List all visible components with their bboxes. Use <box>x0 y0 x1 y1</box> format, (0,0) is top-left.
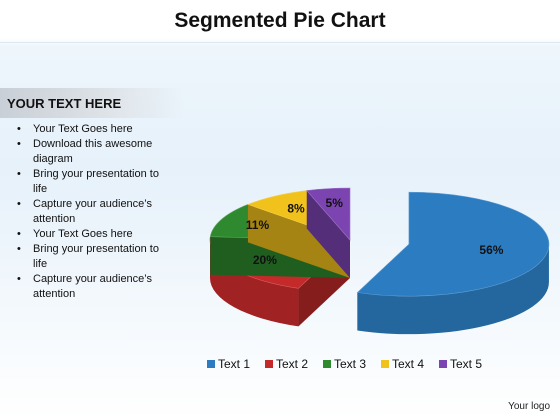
data-label-text-5: 5% <box>326 196 344 210</box>
legend-swatch <box>323 360 331 368</box>
data-label-text-3: 11% <box>246 218 270 232</box>
bullet-text: Bring your presentation to life <box>33 243 159 270</box>
data-label-text-2: 20% <box>253 253 277 267</box>
legend-swatch <box>265 360 273 368</box>
sidebar-header: YOUR TEXT HERE <box>0 88 185 118</box>
slice-top <box>356 191 550 297</box>
legend-item-text-2: Text 2 <box>265 357 308 371</box>
legend-item-text-3: Text 3 <box>323 357 366 371</box>
bullet-icon: • <box>17 138 21 150</box>
bullet-icon: • <box>17 228 21 240</box>
bullet-text: Bring your presentation to life <box>33 168 159 195</box>
pie-slice-text-5 <box>306 187 351 278</box>
data-label-text-4: 8% <box>287 201 305 215</box>
bullet-item: • Your Text Goes here <box>14 227 174 242</box>
legend-item-text-4: Text 4 <box>381 357 424 371</box>
chart-legend: Text 1 Text 2 Text 3 Text 4 Text 5 <box>207 357 482 371</box>
data-labels: 56% 20% 11% 8% 5% <box>246 196 504 267</box>
bullet-item: • Download this awesome diagram <box>14 137 174 167</box>
bullet-icon: • <box>17 273 21 285</box>
sidebar-header-label: YOUR TEXT HERE <box>7 96 122 111</box>
bullet-icon: • <box>17 243 21 255</box>
legend-swatch <box>381 360 389 368</box>
legend-item-text-5: Text 5 <box>439 357 482 371</box>
bullet-icon: • <box>17 168 21 180</box>
bullet-icon: • <box>17 123 21 135</box>
slice-side <box>209 240 299 327</box>
data-label-text-1: 56% <box>479 243 503 257</box>
bullet-item: • Your Text Goes here <box>14 122 174 137</box>
legend-swatch <box>439 360 447 368</box>
legend-label: Text 2 <box>276 357 308 371</box>
legend-swatch <box>207 360 215 368</box>
legend-label: Text 3 <box>334 357 366 371</box>
bullet-item: • Capture your audience’s attention <box>14 197 174 227</box>
bullet-list: • Your Text Goes here • Download this awes… <box>14 122 174 302</box>
pie-slice-text-1 <box>356 191 550 335</box>
legend-item-text-1: Text 1 <box>207 357 250 371</box>
pie-slices <box>209 187 550 335</box>
bullet-item: • Capture your audience’s attention <box>14 272 174 302</box>
legend-label: Text 1 <box>218 357 250 371</box>
bullet-icon: • <box>17 198 21 210</box>
legend-label: Text 5 <box>450 357 482 371</box>
title-divider <box>0 42 560 43</box>
slice-wall <box>306 190 350 278</box>
page-title: Segmented Pie Chart <box>174 9 386 32</box>
logo-text: Your logo <box>508 401 550 412</box>
slice-top <box>306 187 351 241</box>
bullet-text: Capture your audience’s attention <box>33 273 153 300</box>
legend-label: Text 4 <box>392 357 424 371</box>
bullet-text: Your Text Goes here <box>33 228 133 240</box>
bullet-item: • Bring your presentation to life <box>14 167 174 197</box>
bullet-text: Download this awesome diagram <box>33 138 153 165</box>
slice-side <box>357 244 549 335</box>
slice-wall <box>247 204 350 278</box>
bullet-text: Capture your audience’s attention <box>33 198 153 225</box>
bullet-text: Your Text Goes here <box>33 123 133 135</box>
bullet-item: • Bring your presentation to life <box>14 242 174 272</box>
